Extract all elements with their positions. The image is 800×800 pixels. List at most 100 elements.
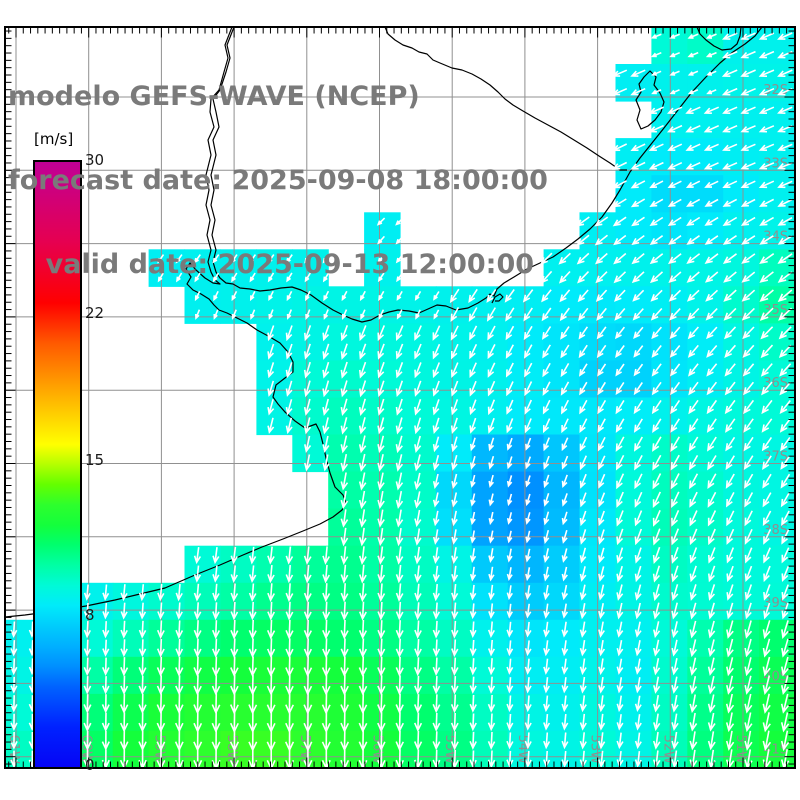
wind-arrow bbox=[432, 712, 441, 732]
wind-arrow bbox=[688, 381, 699, 396]
wind-arrow bbox=[266, 619, 276, 640]
wind-arrow bbox=[631, 216, 645, 227]
wind-arrow bbox=[487, 621, 495, 638]
wind-arrow bbox=[777, 253, 793, 264]
wind-arrow bbox=[725, 436, 736, 452]
wind-arrow bbox=[763, 547, 771, 564]
wind-arrow bbox=[631, 234, 645, 246]
wind-arrow bbox=[377, 620, 386, 640]
wind-arrow bbox=[725, 693, 735, 714]
wind-arrow bbox=[469, 362, 477, 378]
wind-arrow bbox=[395, 343, 404, 360]
wind-arrow bbox=[579, 676, 587, 694]
wind-arrow bbox=[543, 493, 550, 507]
wind-arrow bbox=[669, 70, 680, 76]
wind-arrow bbox=[340, 325, 349, 342]
wind-arrow bbox=[668, 235, 682, 245]
wind-arrow bbox=[524, 362, 533, 378]
wind-arrow bbox=[340, 435, 348, 454]
wind-arrow bbox=[671, 639, 679, 657]
wind-arrow bbox=[487, 344, 496, 360]
wind-arrow bbox=[377, 509, 385, 528]
wind-arrow bbox=[687, 307, 700, 321]
wind-arrow bbox=[506, 475, 513, 488]
wind-arrow bbox=[758, 106, 775, 114]
wind-arrow bbox=[744, 657, 753, 677]
wind-arrow bbox=[781, 584, 789, 601]
wind-arrow bbox=[561, 751, 569, 768]
wind-arrow bbox=[704, 198, 719, 207]
wind-arrow bbox=[616, 677, 624, 694]
wind-cell bbox=[543, 545, 581, 584]
wind-arrow bbox=[230, 546, 238, 565]
wind-arrow bbox=[666, 124, 683, 133]
wind-arrow bbox=[722, 253, 737, 264]
wind-arrow bbox=[725, 712, 735, 733]
wind-arrow bbox=[211, 620, 221, 640]
wind-arrow bbox=[249, 254, 257, 264]
wind-cell bbox=[687, 64, 724, 102]
wind-arrow bbox=[652, 731, 661, 750]
wind-arrow bbox=[777, 162, 793, 170]
wind-arrow bbox=[505, 325, 515, 341]
wind-arrow bbox=[762, 455, 772, 470]
wind-arrow bbox=[322, 454, 330, 472]
wind-arrow bbox=[450, 399, 459, 416]
wind-arrow bbox=[432, 547, 440, 564]
wind-arrow bbox=[630, 198, 646, 208]
wind-arrow bbox=[704, 216, 719, 226]
wind-arrow bbox=[322, 417, 330, 435]
wind-arrow bbox=[414, 435, 422, 453]
wind-arrow bbox=[525, 567, 532, 582]
wind-arrow bbox=[524, 399, 533, 415]
wind-arrow bbox=[469, 325, 478, 341]
wind-arrow bbox=[561, 566, 568, 582]
wind-arrow bbox=[781, 547, 790, 564]
wind-arrow bbox=[594, 234, 608, 246]
wind-arrow bbox=[322, 361, 330, 379]
wind-arrow bbox=[668, 271, 682, 283]
wind-arrow bbox=[341, 309, 348, 320]
wind-arrow bbox=[377, 675, 386, 696]
wind-arrow bbox=[616, 732, 624, 750]
wind-arrow bbox=[488, 530, 495, 544]
wind-arrow bbox=[686, 289, 700, 302]
wind-arrow bbox=[432, 694, 441, 714]
wind-arrow bbox=[377, 272, 385, 283]
wind-arrow bbox=[248, 601, 257, 621]
lon-label: 58W bbox=[224, 735, 239, 765]
wind-arrow bbox=[651, 70, 662, 76]
wind-arrow bbox=[212, 272, 220, 283]
wind-arrow bbox=[616, 528, 624, 546]
wind-arrow bbox=[469, 658, 477, 676]
wind-arrow bbox=[777, 180, 793, 189]
wind-arrow bbox=[758, 69, 775, 77]
wind-arrow bbox=[758, 143, 775, 151]
wind-arrow bbox=[616, 565, 624, 583]
wind-arrow bbox=[543, 474, 550, 489]
colorbar-gradient bbox=[33, 160, 82, 769]
wind-arrow bbox=[598, 492, 606, 508]
wind-arrow bbox=[285, 417, 293, 435]
wind-arrow bbox=[612, 216, 627, 227]
wind-arrow bbox=[744, 675, 753, 695]
wind-arrow bbox=[10, 621, 18, 639]
wind-arrow bbox=[612, 180, 627, 189]
wind-arrow bbox=[358, 453, 367, 472]
wind-arrow bbox=[616, 695, 624, 713]
wind-arrow bbox=[230, 638, 239, 658]
wind-arrow bbox=[723, 271, 737, 283]
wind-arrow bbox=[267, 362, 275, 379]
wind-arrow bbox=[432, 325, 441, 341]
wind-arrow bbox=[762, 638, 771, 658]
wind-arrow bbox=[543, 529, 550, 545]
wind-arrow bbox=[524, 418, 532, 434]
wind-cell bbox=[651, 27, 688, 65]
wind-arrow bbox=[634, 510, 643, 527]
wind-arrow bbox=[579, 695, 587, 713]
wind-arrow bbox=[687, 89, 699, 95]
wind-arrow bbox=[507, 493, 513, 507]
lon-label: 55W bbox=[442, 735, 457, 765]
wind-arrow bbox=[561, 677, 569, 694]
